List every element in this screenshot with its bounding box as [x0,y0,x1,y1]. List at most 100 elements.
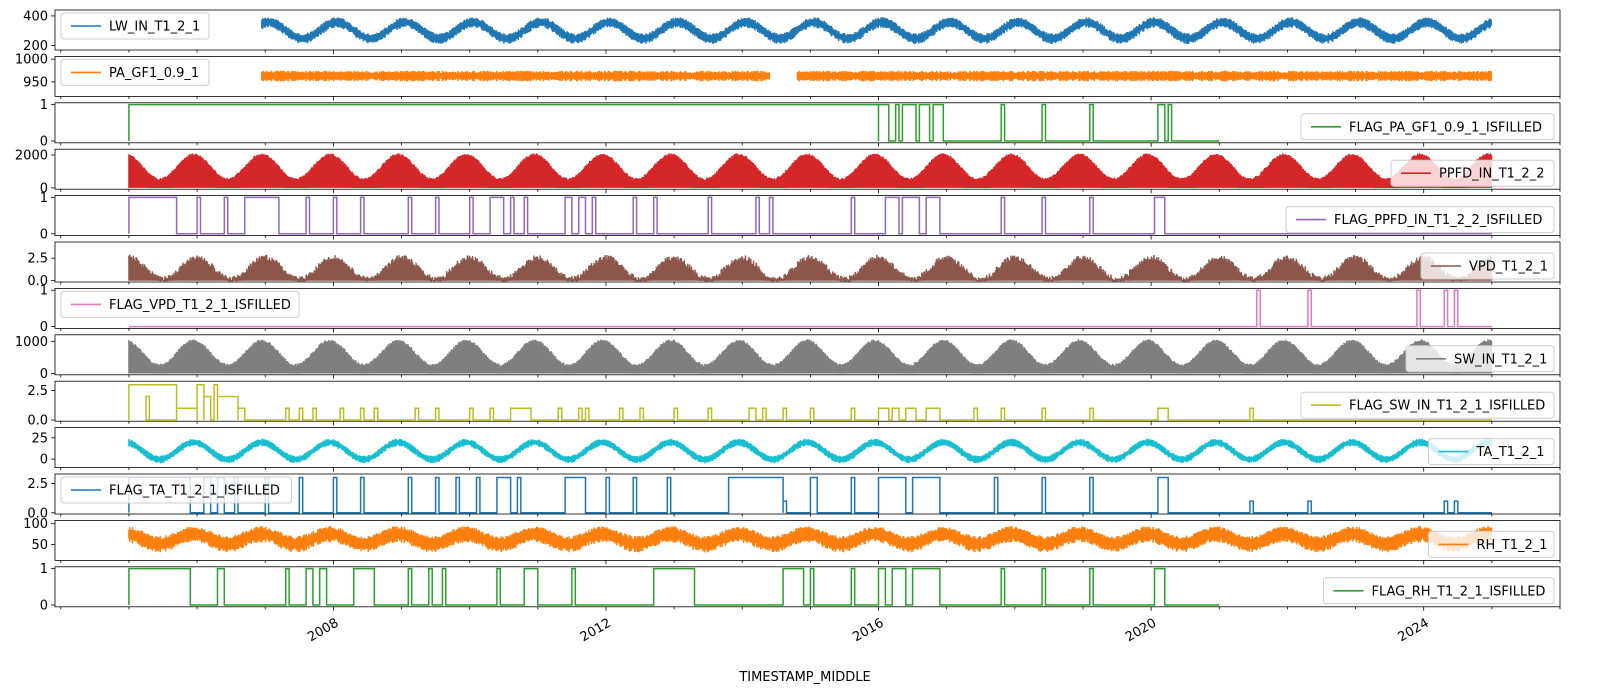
legend: FLAG_TA_T1_2_1_ISFILLED [60,476,292,504]
y-tick-label: 0.0 [27,274,48,289]
legend-box [60,290,300,318]
plot-frame [54,241,1561,283]
y-tick-label: 0.0 [27,414,48,429]
legend: RH_T1_2_1 [1428,530,1555,558]
legend-box [1300,391,1555,419]
series-line-8 [128,383,1492,421]
legend-box [60,476,292,504]
plot-frame [54,102,1561,144]
panel-8: 0.0 2.5 FLAG_SW_IN_T1_2_1_ISFILLED [27,380,1561,429]
panel-2: 0 1 FLAG_PA_GF1_0.9_1_ISFILLED [40,98,1561,149]
y-tick-label: 0 [40,134,48,149]
y-tick-label: 1 [40,284,48,299]
legend: FLAG_PA_GF1_0.9_1_ISFILLED [1300,113,1555,141]
legend-box [1323,577,1555,605]
series-line-4 [128,196,1492,235]
legend-label: FLAG_SW_IN_T1_2_1_ISFILLED [1349,399,1545,414]
legend-label: TA_T1_2_1 [1476,445,1545,460]
y-tick-label: 50 [31,538,48,553]
plot-frame [54,380,1561,422]
plot-frame [54,473,1561,515]
x-axis-label: TIMESTAMP_MIDDLE [738,670,870,685]
series-line-11 [128,526,1493,553]
y-tick-label: 0 [40,367,48,382]
plot-frame [54,287,1561,329]
y-tick-label: 100 [23,517,48,532]
y-tick-label: 2.5 [27,477,48,492]
legend: LW_IN_T1_2_1 [60,12,210,40]
plot-frame [54,56,1561,97]
plot-frame [54,195,1561,237]
y-tick-label: 200 [23,39,48,54]
x-tick-label: 2020 [1123,616,1159,646]
panel-6: 0 1 FLAG_VPD_T1_2_1_ISFILLED [40,284,1561,335]
panels-group: 200400LW_IN_T1_2_19501000PA_GF1_0.9_101F… [15,9,1561,646]
y-tick-label: 0.0 [27,506,48,521]
y-tick-label: 0 [40,598,48,613]
legend: FLAG_VPD_T1_2_1_ISFILLED [60,290,300,318]
legend-label: SW_IN_T1_2_1 [1454,352,1547,367]
legend-label: FLAG_TA_T1_2_1_ISFILLED [109,484,280,499]
plot-frame [54,520,1561,561]
panel-11: 50 100 RH_T1_2_1 [23,517,1561,565]
legend-label: FLAG_VPD_T1_2_1_ISFILLED [109,298,291,313]
y-tick-label: 0 [40,227,48,242]
legend: TA_T1_2_1 [1428,438,1555,466]
y-tick-label: 1 [40,562,48,577]
plot-frame [54,148,1561,190]
legend: FLAG_SW_IN_T1_2_1_ISFILLED [1300,391,1555,419]
y-tick-label: 1 [40,191,48,206]
series-line-9 [128,438,1493,464]
legend-label: PA_GF1_0.9_1 [109,66,199,81]
panel-10: 0.0 2.5 FLAG_TA_T1_2_1_ISFILLED [27,473,1561,521]
series-line-2 [128,103,1220,142]
legend-box [1300,113,1555,141]
legend-box [60,58,210,86]
panel-4: 0 1 FLAG_PPFD_IN_T1_2_2_ISFILLED [40,191,1561,242]
plot-frame [54,334,1561,376]
panel-9: 0 25 TA_T1_2_1 [31,427,1561,472]
x-tick-label: 2008 [305,616,341,646]
legend-label: FLAG_PA_GF1_0.9_1_ISFILLED [1349,120,1542,135]
y-tick-label: 2.5 [27,252,48,267]
legend: PPFD_IN_T1_2_2 [1390,159,1555,187]
series-line-5 [128,254,1493,284]
legend-label: RH_T1_2_1 [1477,538,1548,553]
x-tick-label: 2012 [578,616,614,646]
legend-box [60,12,210,40]
panel-12: 0 1 FLAG_RH_T1_2_1_ISFILLED [40,562,1561,613]
legend-label: FLAG_RH_T1_2_1_ISFILLED [1372,584,1546,599]
legend: PA_GF1_0.9_1 [60,58,210,86]
x-tick-label: 2024 [1396,616,1432,646]
legend-box [1428,530,1555,558]
legend: VPD_T1_2_1 [1420,252,1555,280]
panel-1: 950 1000 PA_GF1_0.9_1 [15,53,1561,101]
legend-box [1405,345,1555,373]
legend-box [1428,438,1555,466]
y-tick-label: 25 [31,431,48,446]
y-tick-label: 2.5 [27,384,48,399]
legend-box [1390,159,1555,187]
y-tick-label: 400 [23,9,48,24]
panel-7: 0 1000 SW_IN_T1_2_1 [15,334,1561,382]
y-tick-label: 2000 [15,148,48,163]
panel-0: 200 400 LW_IN_T1_2_1 [23,9,1561,54]
plot-frame [54,9,1561,51]
legend-label: FLAG_PPFD_IN_T1_2_2_ISFILLED [1334,213,1542,228]
plot-frame [54,566,1561,608]
y-tick-label: 1 [40,98,48,113]
legend: FLAG_RH_T1_2_1_ISFILLED [1323,577,1555,605]
y-tick-label: 950 [23,75,48,90]
series-line-3 [128,153,1493,188]
y-tick-label: 1000 [15,53,48,68]
series-line-7 [128,339,1493,374]
series-line-12 [128,567,1220,606]
legend-label: VPD_T1_2_1 [1469,260,1548,275]
legend: SW_IN_T1_2_1 [1405,345,1555,373]
y-tick-label: 0 [40,320,48,335]
y-tick-label: 0 [40,181,48,196]
series-line-6 [128,289,1492,328]
series-line-0 [261,17,1492,45]
plot-frame [54,427,1561,469]
